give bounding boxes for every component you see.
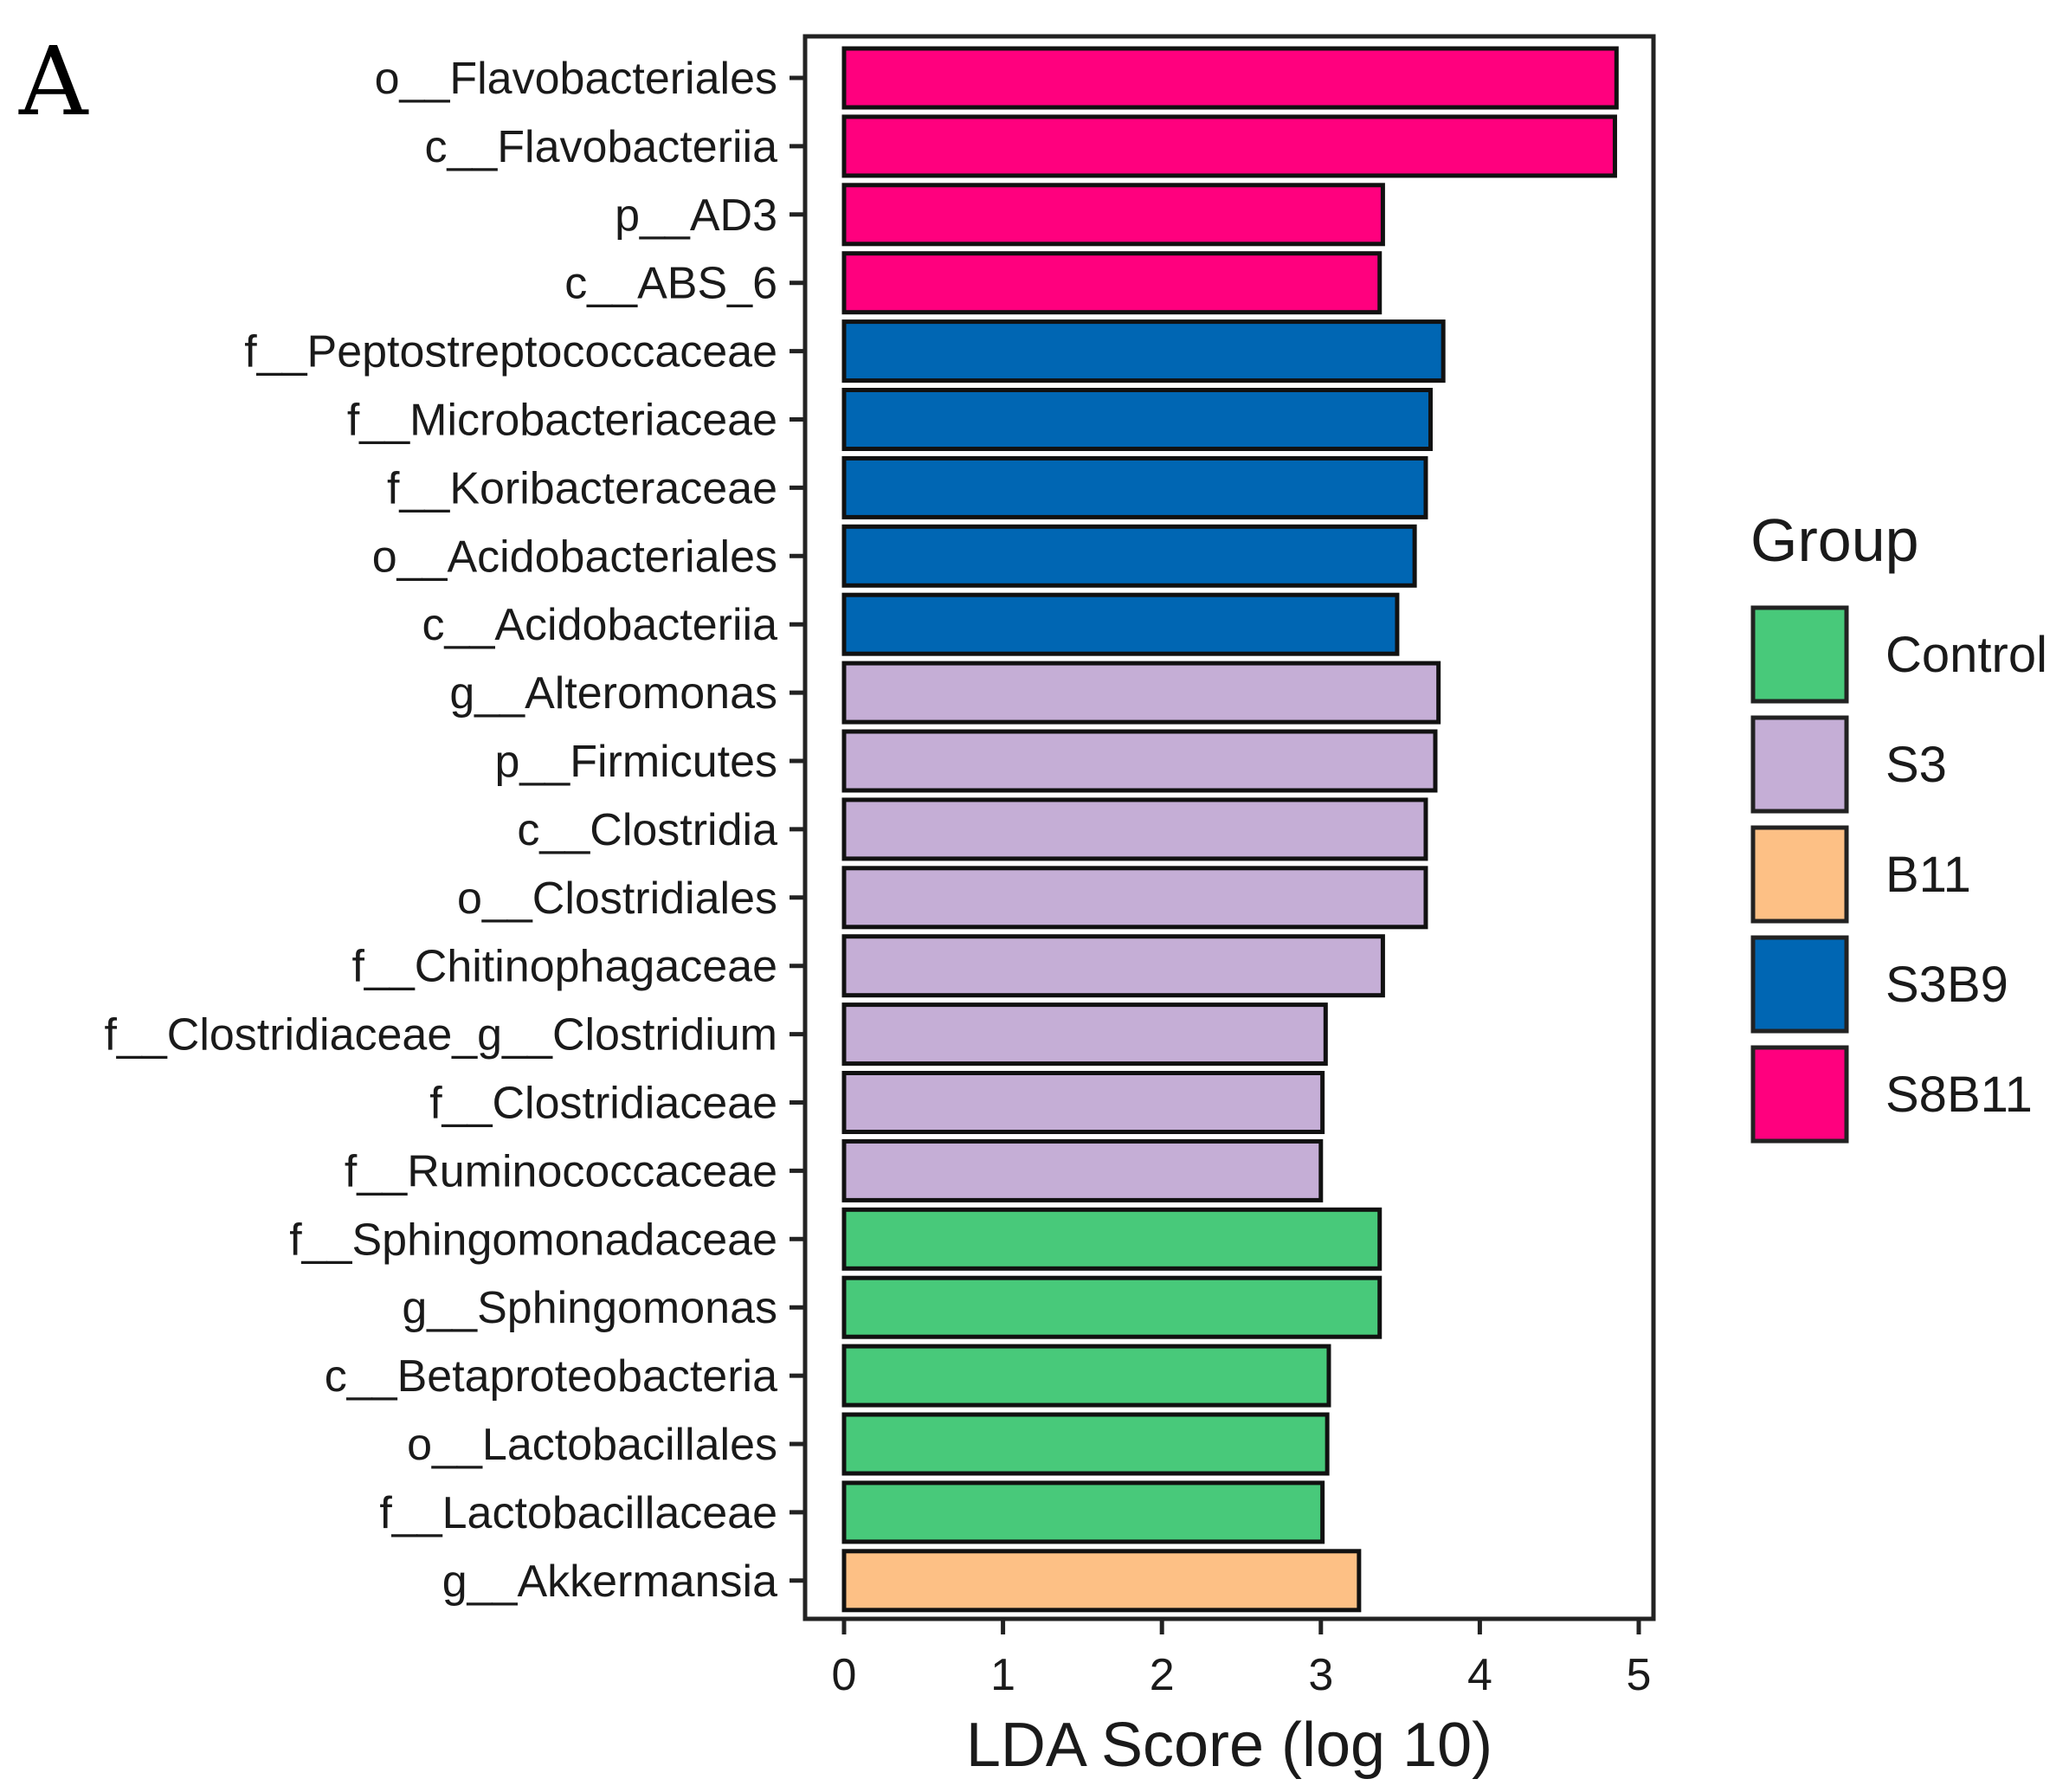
bar-g__Alteromonas — [841, 661, 1441, 725]
bar-c__Betaproteobacteria — [841, 1344, 1331, 1408]
category-label: p__Firmicutes — [494, 737, 777, 787]
bar-f__Sphingomonadaceae — [841, 1207, 1383, 1271]
panel-label: A — [18, 26, 89, 137]
x-tick-label: 2 — [1150, 1650, 1175, 1700]
bar-g__Sphingomonas — [841, 1275, 1383, 1339]
bar-f__Clostridiaceae — [841, 1071, 1325, 1134]
bar-o__Flavobacteriales — [841, 46, 1619, 110]
legend-title: Group — [1750, 506, 1919, 574]
bar-f__Ruminococcaceae — [841, 1138, 1324, 1202]
legend-label: S8B11 — [1885, 1067, 2033, 1123]
category-label: f__Microbacteriaceae — [347, 396, 777, 446]
x-tick-label: 1 — [990, 1650, 1015, 1700]
bar-f__Koribacteraceae — [841, 455, 1428, 519]
category-labels: o__Flavobacteriales c__Flavobacteriia p__A… — [104, 54, 805, 1607]
category-label: c__Betaproteobacteria — [325, 1351, 777, 1402]
bar-c__Clostridia — [841, 797, 1428, 861]
category-label: c__ABS_6 — [564, 259, 777, 309]
bar-f__Lactobacillaceae — [841, 1480, 1325, 1544]
bar-f__Microbacteriaceae — [841, 388, 1433, 451]
bar-o__Lactobacillales — [841, 1412, 1330, 1476]
category-label: o__Acidobacteriales — [372, 532, 777, 582]
bar-o__Acidobacteriales — [841, 524, 1417, 588]
bar-c__Flavobacteriia — [841, 114, 1617, 178]
legend-label: S3B9 — [1885, 957, 2008, 1013]
x-tick-label: 0 — [832, 1650, 857, 1700]
plot-frame — [802, 34, 1656, 1621]
category-label: g__Sphingomonas — [402, 1283, 777, 1333]
bar-p__AD3 — [841, 183, 1385, 247]
category-label: f__Sphingomonadaceae — [289, 1215, 777, 1265]
category-label: f__Chitinophagaceae — [351, 942, 777, 992]
legend-key-S3 — [1750, 715, 1849, 814]
x-tick-label: 4 — [1467, 1650, 1492, 1700]
category-label: f__Lactobacillaceae — [379, 1488, 777, 1538]
category-label: g__Alteromonas — [449, 668, 777, 719]
category-label: c__Clostridia — [517, 805, 777, 855]
legend-key-Control — [1750, 605, 1849, 704]
category-label: c__Flavobacteriia — [424, 122, 777, 172]
bar-f__Chitinophagaceae — [841, 934, 1385, 998]
bar-f__Peptostreptococcaceae — [841, 319, 1446, 384]
bar-c__Acidobacteriia — [841, 592, 1400, 656]
category-label: o__Flavobacteriales — [375, 54, 777, 104]
category-label: g__Akkermansia — [442, 1557, 777, 1607]
category-label: o__Clostridiales — [457, 873, 777, 924]
bar-c__ABS_6 — [841, 251, 1383, 315]
legend-key-B11 — [1750, 825, 1849, 924]
legend: Group Control S3 B11 S3B9 S8B11 — [1750, 506, 2047, 1144]
legend-label: Control — [1885, 627, 2047, 683]
bar-g__Akkermansia — [841, 1549, 1362, 1613]
bars-layer — [841, 46, 1619, 1613]
category-label: f__Clostridiaceae_g__Clostridium — [104, 1010, 777, 1060]
x-tick-label: 5 — [1627, 1650, 1652, 1700]
x-axis: 0 1 2 3 4 5 — [832, 1619, 1652, 1700]
legend-key-S3B9 — [1750, 935, 1849, 1034]
category-label: p__AD3 — [615, 190, 777, 241]
bar-o__Clostridiales — [841, 866, 1428, 930]
category-label: c__Acidobacteriia — [422, 600, 778, 650]
x-tick-label: 3 — [1308, 1650, 1333, 1700]
x-axis-title: LDA Score (log 10) — [966, 1711, 1492, 1780]
legend-label: B11 — [1885, 847, 1971, 903]
category-label: f__Koribacteraceae — [387, 463, 777, 513]
category-label: f__Peptostreptococcaceae — [244, 327, 777, 377]
bar-f__Clostridiaceae_g__Clostridium — [841, 1002, 1328, 1067]
bar-p__Firmicutes — [841, 729, 1438, 793]
legend-key-S8B11 — [1750, 1045, 1849, 1144]
category-label: f__Ruminococcaceae — [345, 1146, 777, 1196]
legend-label: S3 — [1885, 737, 1947, 793]
category-label: f__Clostridiaceae — [429, 1079, 777, 1129]
category-label: o__Lactobacillales — [407, 1420, 777, 1470]
